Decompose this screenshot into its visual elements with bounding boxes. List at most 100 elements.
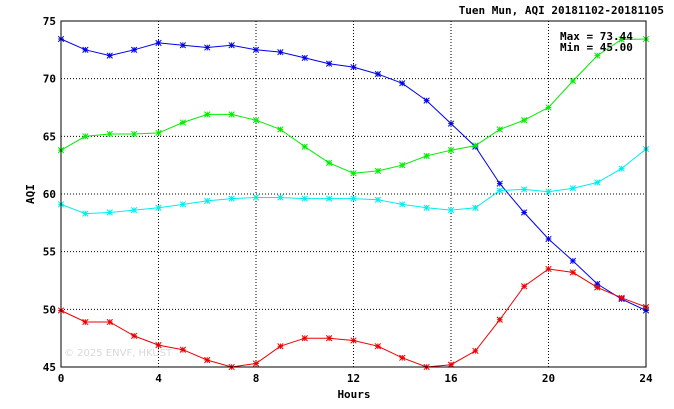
data-point — [82, 318, 89, 326]
x-tick-labels: 0 4 8 12 16 20 24 — [58, 372, 653, 385]
data-point — [350, 170, 357, 177]
data-point — [350, 63, 357, 71]
data-point — [106, 318, 113, 326]
y-tick-label: 75 — [43, 15, 56, 28]
data-point — [447, 147, 455, 154]
data-point — [520, 117, 528, 124]
data-point — [228, 195, 235, 202]
data-point — [277, 194, 284, 201]
data-point — [423, 152, 430, 160]
x-tick-label: 20 — [542, 372, 555, 385]
data-point — [301, 54, 308, 62]
data-point — [350, 337, 357, 344]
data-point — [204, 356, 211, 364]
x-tick-label: 0 — [58, 372, 65, 385]
x-tick-label: 4 — [155, 372, 162, 385]
data-point — [179, 119, 187, 126]
x-axis-title: Hours — [337, 388, 370, 401]
data-point — [277, 126, 284, 133]
data-point — [204, 44, 211, 51]
data-point — [277, 48, 284, 56]
data-point — [569, 257, 577, 265]
data-point — [179, 42, 187, 49]
data-point — [325, 60, 333, 67]
y-tick-label: 60 — [43, 188, 56, 201]
data-point — [179, 346, 187, 353]
data-point — [82, 46, 89, 53]
data-point — [374, 343, 382, 350]
data-point — [520, 186, 528, 193]
data-point — [618, 36, 625, 43]
data-point — [228, 42, 235, 49]
y-tick-label: 50 — [43, 303, 56, 316]
data-point — [130, 46, 138, 53]
data-point — [496, 316, 503, 323]
data-point — [350, 195, 357, 202]
y-tick-labels: 45 50 55 60 65 70 75 — [43, 15, 56, 374]
data-point — [82, 133, 89, 140]
data-point — [106, 52, 113, 59]
y-tick-label: 55 — [43, 246, 56, 259]
data-point — [399, 80, 406, 87]
data-point — [301, 195, 308, 202]
data-point — [374, 70, 382, 78]
data-point — [252, 194, 260, 201]
data-point — [594, 280, 601, 288]
data-point — [496, 126, 503, 133]
series-line — [60, 148, 647, 215]
series-4 — [57, 265, 650, 371]
x-tick-label: 12 — [347, 372, 360, 385]
data-point — [325, 159, 333, 167]
data-point — [594, 52, 601, 59]
data-point — [325, 335, 333, 342]
data-point — [130, 332, 138, 340]
x-tick-label: 8 — [253, 372, 260, 385]
data-point — [106, 209, 113, 216]
data-point — [301, 143, 308, 150]
data-point — [496, 180, 503, 187]
data-point — [399, 201, 406, 208]
data-point — [472, 142, 479, 149]
series-group — [57, 35, 650, 371]
data-point — [545, 265, 552, 273]
data-point — [277, 343, 284, 350]
data-point — [325, 195, 333, 202]
data-point — [569, 185, 577, 192]
data-point — [520, 209, 528, 216]
data-point — [545, 235, 552, 243]
data-point — [252, 360, 260, 367]
data-point — [594, 284, 601, 291]
data-point — [423, 204, 430, 211]
y-tick-label: 65 — [43, 130, 56, 143]
data-point — [301, 335, 308, 342]
data-point — [155, 129, 162, 137]
data-point — [447, 206, 455, 214]
data-point — [423, 97, 430, 104]
data-point — [472, 347, 479, 355]
min-annotation: Min = 45.00 — [560, 41, 633, 54]
data-point — [594, 179, 601, 186]
data-point — [374, 167, 382, 175]
data-point — [130, 130, 138, 138]
data-point — [155, 39, 162, 47]
x-tick-label: 24 — [639, 372, 653, 385]
data-point — [106, 130, 113, 138]
data-point — [155, 204, 162, 211]
data-point — [472, 204, 479, 211]
data-point — [545, 104, 552, 111]
data-point — [520, 283, 528, 290]
data-point — [252, 46, 260, 53]
data-point — [82, 210, 89, 217]
data-point — [618, 165, 625, 172]
x-tick-label: 16 — [444, 372, 458, 385]
data-point — [374, 196, 382, 203]
watermark: © 2025 ENVF, HKUST — [64, 348, 173, 359]
data-point — [204, 197, 211, 205]
data-point — [204, 111, 211, 118]
data-point — [447, 361, 455, 368]
chart-title: Tuen Mun, AQI 20181102-20181105 — [459, 4, 664, 17]
data-point — [399, 162, 406, 169]
data-point — [545, 188, 552, 195]
data-point — [399, 354, 406, 361]
